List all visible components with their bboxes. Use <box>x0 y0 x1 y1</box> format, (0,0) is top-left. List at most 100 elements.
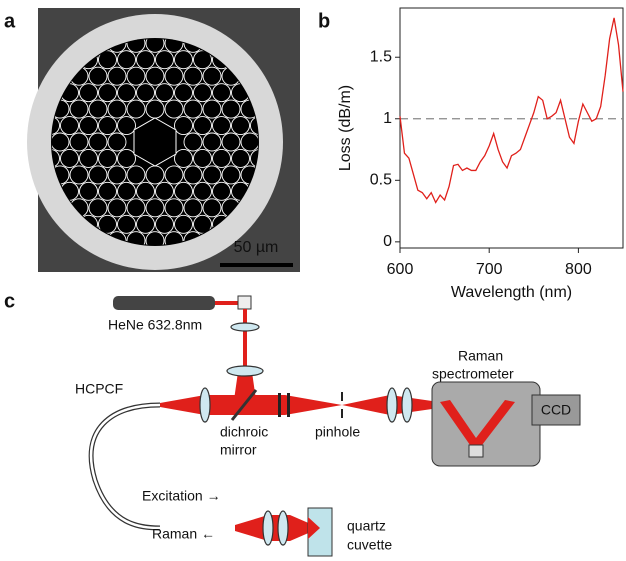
cell <box>52 132 70 152</box>
mirror <box>237 295 252 310</box>
lens <box>277 510 289 546</box>
cell <box>250 116 258 135</box>
lens <box>230 322 260 332</box>
loss-line <box>399 17 624 204</box>
cell <box>98 116 117 135</box>
cuvette-label: cuvette <box>347 537 392 553</box>
cell <box>136 181 155 201</box>
x-tick-label: 600 <box>387 261 414 278</box>
cell <box>164 99 184 119</box>
cell <box>250 149 258 168</box>
excitation-label: Excitation → <box>142 488 221 504</box>
cell <box>183 165 203 185</box>
cell <box>164 165 184 185</box>
cell <box>174 181 193 201</box>
cell <box>240 132 258 152</box>
cuvette-label: quartz <box>347 518 386 534</box>
beam <box>215 301 245 305</box>
cell <box>164 39 184 53</box>
filter <box>287 393 290 417</box>
cell <box>117 181 136 201</box>
cell <box>202 99 222 119</box>
beam <box>234 372 256 400</box>
lens <box>401 387 413 423</box>
cell <box>193 83 212 103</box>
cell <box>88 99 108 119</box>
cell <box>221 132 241 152</box>
cell <box>136 214 155 234</box>
cell <box>107 132 127 152</box>
fiber <box>88 402 161 531</box>
cell <box>88 165 108 185</box>
laser-label: HeNe 632.8nm <box>108 317 202 333</box>
lens <box>262 510 274 546</box>
cell <box>212 116 231 135</box>
beam <box>243 309 247 369</box>
cell <box>117 116 136 135</box>
cell <box>231 149 250 168</box>
cell <box>69 132 89 152</box>
cell <box>88 66 108 86</box>
cell <box>183 66 203 86</box>
scale-label: 50 µm <box>234 239 279 256</box>
spectrometer-label: Raman <box>458 348 503 364</box>
chart: 0 0.5 1 1.5 600 700 800 Wavelength (nm) Loss (dB… <box>337 7 624 301</box>
beam <box>440 400 515 445</box>
cell <box>88 132 108 152</box>
cell <box>231 116 250 135</box>
cell <box>126 231 146 245</box>
cell <box>183 132 203 152</box>
dichroic-label: dichroic <box>220 424 268 440</box>
cell <box>221 165 241 185</box>
hollow-core <box>133 117 177 167</box>
panel-label: b <box>318 10 330 32</box>
cell <box>164 66 184 86</box>
cell <box>183 198 203 218</box>
cell <box>136 83 155 103</box>
lens <box>386 387 398 423</box>
cell <box>202 132 222 152</box>
cell <box>117 214 136 234</box>
y-tick-label: 1.5 <box>370 48 392 65</box>
cell <box>155 214 174 234</box>
cell <box>107 165 127 185</box>
x-tick-label: 800 <box>565 261 592 278</box>
cell <box>202 165 222 185</box>
cell <box>79 83 98 103</box>
cell <box>212 149 231 168</box>
x-axis-label: Wavelength (nm) <box>451 284 572 301</box>
cell <box>107 198 127 218</box>
plot-frame <box>399 7 624 249</box>
cell <box>174 83 193 103</box>
grating <box>468 444 484 458</box>
y-tick-label: 0 <box>383 233 392 250</box>
cell <box>117 83 136 103</box>
cell <box>183 99 203 119</box>
cell <box>136 50 155 70</box>
spectrometer <box>431 381 541 467</box>
y-tick-label: 0.5 <box>370 172 392 189</box>
lens <box>226 365 264 377</box>
cell <box>221 99 241 119</box>
pinhole-label: pinhole <box>315 424 360 440</box>
cell <box>155 50 174 70</box>
cell <box>60 116 79 135</box>
pinhole <box>341 409 343 418</box>
cell <box>69 165 89 185</box>
cell <box>126 39 146 53</box>
cell <box>52 116 60 135</box>
cell <box>117 50 136 70</box>
cell <box>155 83 174 103</box>
cell <box>69 99 89 119</box>
cell <box>98 149 117 168</box>
cell <box>193 50 212 70</box>
cell <box>145 39 165 53</box>
lens <box>199 387 211 423</box>
cell <box>52 149 60 168</box>
cell <box>98 83 117 103</box>
cell <box>193 149 212 168</box>
cell <box>98 214 117 234</box>
spectrometer-label: spectrometer <box>432 366 514 382</box>
y-tick-label: 1 <box>383 110 392 127</box>
